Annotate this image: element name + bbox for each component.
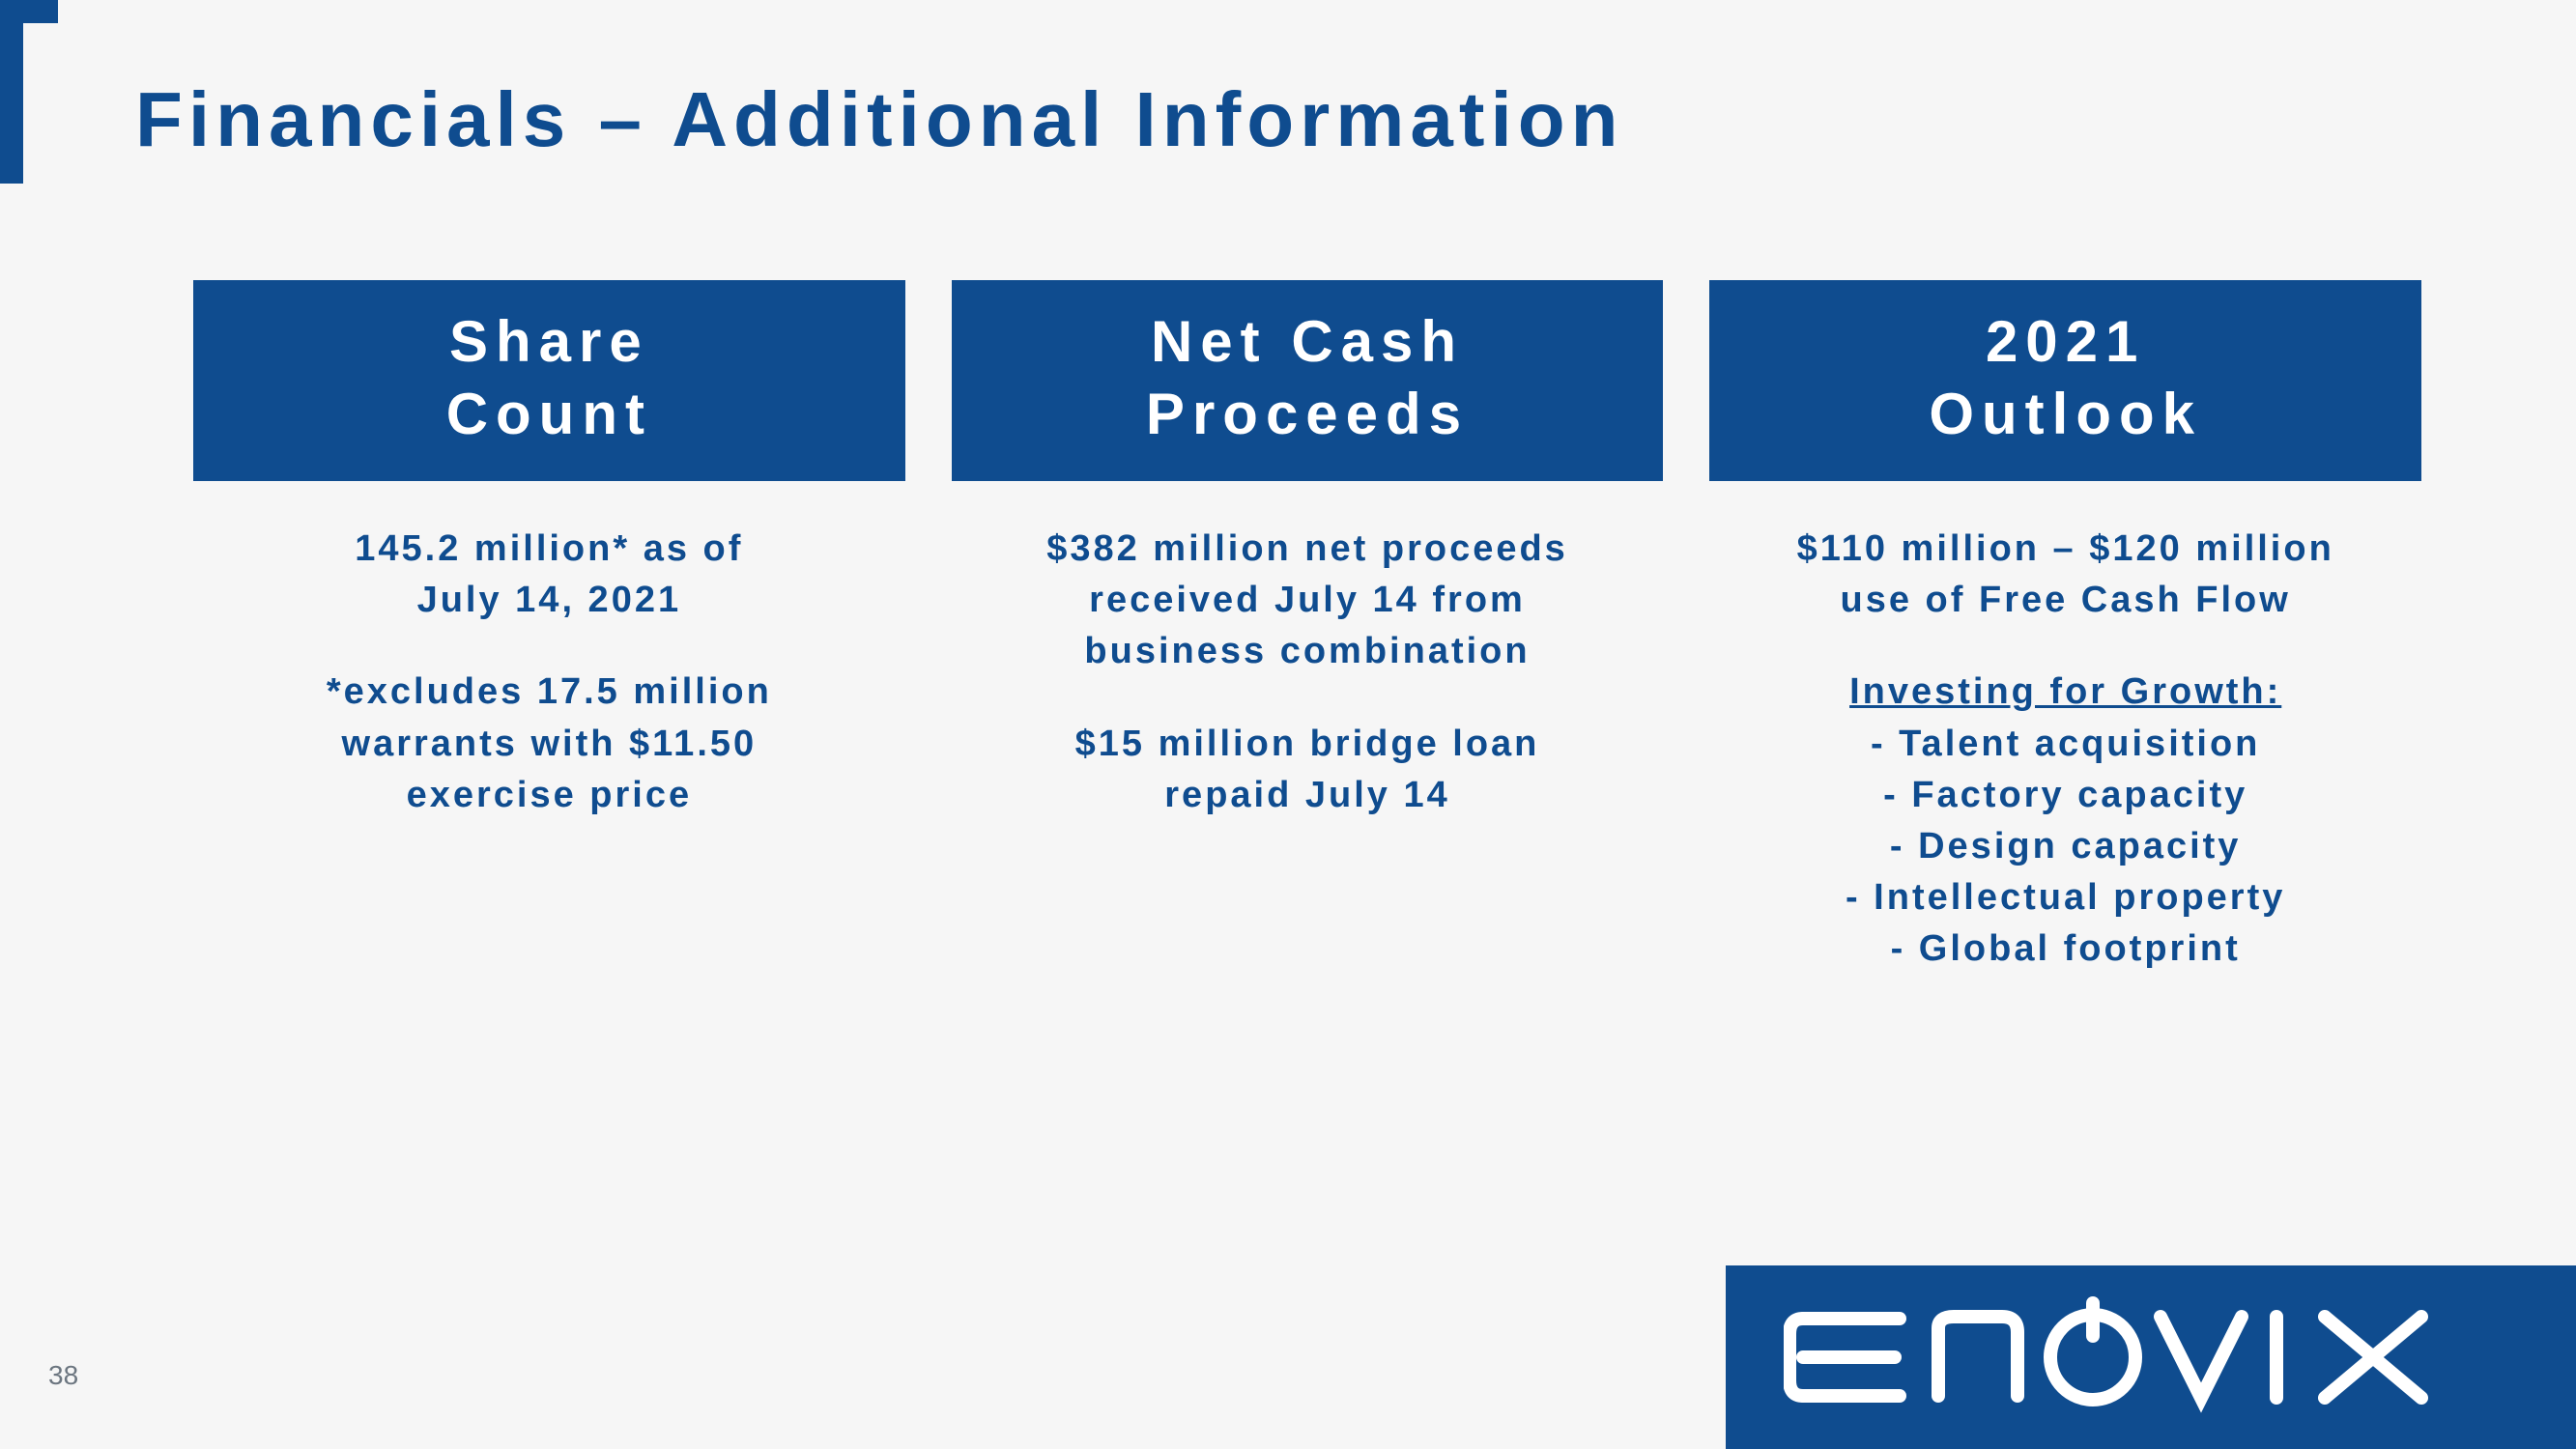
column-body: $110 million – $120 million use of Free … <box>1709 481 2421 976</box>
text-line: exercise price <box>193 770 905 821</box>
text-line: use of Free Cash Flow <box>1709 575 2421 626</box>
logo-bar <box>1726 1265 2576 1449</box>
paragraph: $382 million net proceeds received July … <box>952 524 1664 678</box>
columns-container: Share Count 145.2 million* as of July 14… <box>193 280 2421 976</box>
column-body: 145.2 million* as of July 14, 2021 *excl… <box>193 481 905 862</box>
column-share-count: Share Count 145.2 million* as of July 14… <box>193 280 905 976</box>
bullet-item: - Talent acquisition <box>1709 719 2421 770</box>
header-line: Net Cash <box>961 305 1654 378</box>
column-header: Net Cash Proceeds <box>952 280 1664 481</box>
invest-title: Investing for Growth: <box>1709 667 2421 718</box>
corner-accent <box>0 0 58 184</box>
bullet-item: - Intellectual property <box>1709 872 2421 923</box>
bullet-item: - Design capacity <box>1709 821 2421 872</box>
text-line: warrants with $11.50 <box>193 719 905 770</box>
text-line: July 14, 2021 <box>193 575 905 626</box>
text-line: $382 million net proceeds <box>952 524 1664 575</box>
text-line: *excludes 17.5 million <box>193 667 905 718</box>
text-line: repaid July 14 <box>952 770 1664 821</box>
column-outlook: 2021 Outlook $110 million – $120 million… <box>1709 280 2421 976</box>
text-line: 145.2 million* as of <box>193 524 905 575</box>
column-header: 2021 Outlook <box>1709 280 2421 481</box>
column-header: Share Count <box>193 280 905 481</box>
bullet-item: - Factory capacity <box>1709 770 2421 821</box>
header-line: 2021 <box>1719 305 2412 378</box>
header-line: Share <box>203 305 896 378</box>
paragraph: $15 million bridge loan repaid July 14 <box>952 719 1664 821</box>
page-number: 38 <box>48 1360 78 1391</box>
enovix-logo-icon <box>1784 1290 2518 1425</box>
text-line: $110 million – $120 million <box>1709 524 2421 575</box>
bullet-item: - Global footprint <box>1709 923 2421 975</box>
column-net-cash: Net Cash Proceeds $382 million net proce… <box>952 280 1664 976</box>
header-line: Outlook <box>1719 378 2412 450</box>
paragraph: *excludes 17.5 million warrants with $11… <box>193 667 905 821</box>
text-line: business combination <box>952 626 1664 677</box>
invest-block: Investing for Growth: - Talent acquisiti… <box>1709 667 2421 975</box>
text-line: received July 14 from <box>952 575 1664 626</box>
slide-title: Financials – Additional Information <box>135 75 1623 164</box>
paragraph: $110 million – $120 million use of Free … <box>1709 524 2421 626</box>
text-line: $15 million bridge loan <box>952 719 1664 770</box>
header-line: Proceeds <box>961 378 1654 450</box>
column-body: $382 million net proceeds received July … <box>952 481 1664 862</box>
paragraph: 145.2 million* as of July 14, 2021 <box>193 524 905 626</box>
header-line: Count <box>203 378 896 450</box>
